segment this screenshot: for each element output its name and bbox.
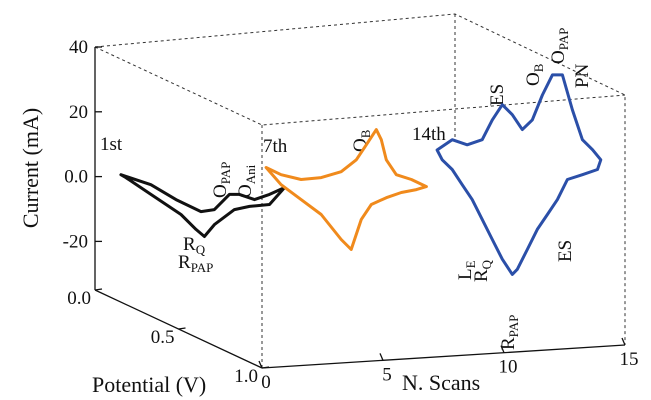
x-tick-label: 1.0 bbox=[234, 366, 258, 387]
y-tick-label: 20 bbox=[69, 102, 88, 123]
annotation-sub: PAP bbox=[191, 260, 214, 275]
annotation-sub: Ani bbox=[243, 164, 258, 184]
z-tick-label: 0 bbox=[261, 372, 271, 393]
cv-curve bbox=[435, 73, 603, 276]
annotation-text: O bbox=[210, 184, 231, 198]
box-edge bbox=[94, 13, 626, 345]
cv-curve bbox=[119, 173, 286, 238]
annotation-sub: Q bbox=[196, 242, 206, 257]
z-tick bbox=[258, 360, 263, 369]
annotation-sub: E bbox=[463, 260, 478, 268]
annotation-sub: PAP bbox=[506, 315, 521, 338]
annotation: LE bbox=[455, 260, 478, 280]
annotation-sub: B bbox=[531, 63, 546, 72]
z-tick-label: 10 bbox=[499, 357, 518, 378]
annotation-sub: B bbox=[358, 129, 373, 138]
z-axis-label: N. Scans bbox=[402, 370, 480, 395]
annotation-text: PN bbox=[572, 63, 593, 88]
annotation: ES bbox=[487, 84, 508, 106]
annotation: PN bbox=[572, 63, 593, 88]
annotation-text: O bbox=[523, 72, 544, 86]
annotation: RPAP bbox=[178, 252, 213, 275]
z-tick bbox=[379, 353, 384, 361]
annotation-text: O bbox=[548, 50, 569, 64]
annotation-text: R bbox=[183, 234, 196, 255]
y-tick-label: 0.0 bbox=[64, 167, 88, 188]
annotation-text: ES bbox=[487, 84, 508, 106]
z-tick-label: 5 bbox=[382, 364, 392, 385]
series-label: 7th bbox=[263, 136, 288, 157]
annotation: RPAP bbox=[498, 315, 521, 350]
annotation-sub: Q bbox=[479, 259, 494, 269]
annotation-text: ES bbox=[555, 240, 576, 262]
x-tick bbox=[178, 327, 186, 330]
annotation-text: L bbox=[455, 268, 476, 280]
annotation-text: R bbox=[471, 269, 492, 282]
annotation: OPAP bbox=[210, 162, 233, 198]
annotation-sub: PAP bbox=[556, 28, 571, 51]
series-label: 1st bbox=[100, 134, 123, 155]
z-tick bbox=[500, 345, 505, 353]
annotation: OB bbox=[523, 63, 546, 86]
x-tick-label: 0.5 bbox=[151, 327, 175, 348]
cv-curve bbox=[264, 128, 428, 251]
z-tick bbox=[621, 337, 626, 346]
z-tick-label: 15 bbox=[620, 349, 639, 370]
annotation: RQ bbox=[183, 234, 206, 257]
annotation-text: R bbox=[498, 337, 519, 350]
x-axis-label: Potential (V) bbox=[92, 372, 206, 397]
annotation: RQ bbox=[471, 259, 494, 282]
annotation: ES bbox=[555, 240, 576, 262]
annotation-text: O bbox=[350, 138, 371, 152]
annotation-sub: PAP bbox=[218, 162, 233, 185]
annotation: OB bbox=[350, 129, 373, 152]
y-tick-label: -20 bbox=[63, 231, 88, 252]
annotation: OPAP bbox=[548, 28, 571, 64]
z-axis bbox=[261, 344, 626, 369]
annotation-text: R bbox=[178, 252, 191, 273]
y-axis-label: Current (mA) bbox=[18, 108, 43, 228]
x-tick bbox=[94, 288, 103, 291]
y-tick-label: 40 bbox=[69, 37, 88, 58]
x-tick-label: 0.0 bbox=[67, 288, 91, 309]
x-tick bbox=[261, 366, 270, 369]
series-label: 14th bbox=[412, 124, 446, 145]
